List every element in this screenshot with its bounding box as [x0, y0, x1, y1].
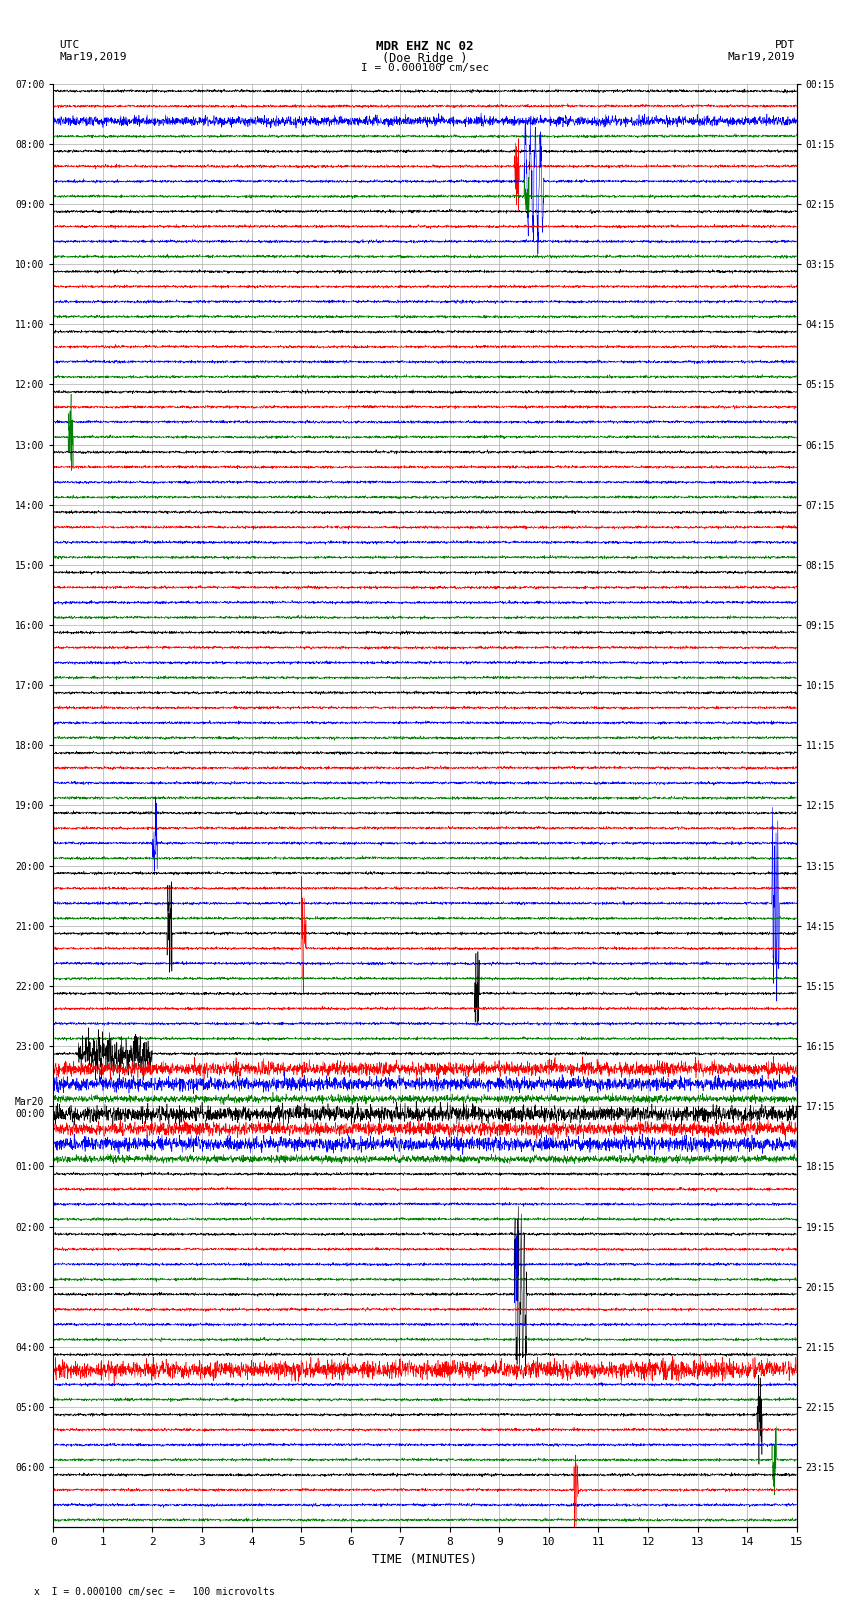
Text: UTC: UTC [60, 40, 80, 50]
Text: (Doe Ridge ): (Doe Ridge ) [382, 52, 468, 65]
X-axis label: TIME (MINUTES): TIME (MINUTES) [372, 1553, 478, 1566]
Text: I = 0.000100 cm/sec: I = 0.000100 cm/sec [361, 63, 489, 73]
Text: Mar19,2019: Mar19,2019 [728, 52, 795, 61]
Text: MDR EHZ NC 02: MDR EHZ NC 02 [377, 40, 473, 53]
Text: PDT: PDT [774, 40, 795, 50]
Text: x  I = 0.000100 cm/sec =   100 microvolts: x I = 0.000100 cm/sec = 100 microvolts [34, 1587, 275, 1597]
Text: Mar19,2019: Mar19,2019 [60, 52, 127, 61]
